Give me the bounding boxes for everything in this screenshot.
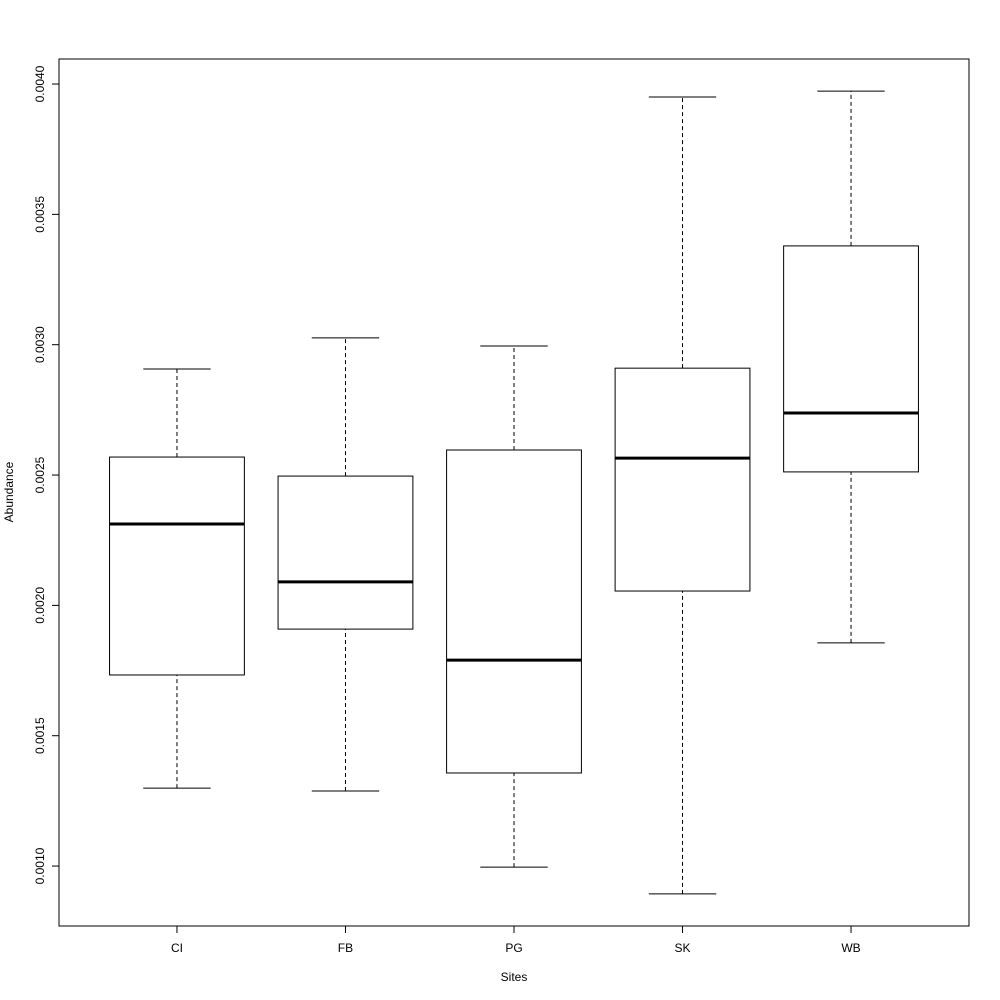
y-tick-label: 0.0035	[33, 196, 47, 233]
box	[614, 367, 751, 592]
x-tick-label: SK	[675, 941, 691, 955]
y-axis-label: Abundance	[2, 461, 16, 522]
x-tick-label: FB	[338, 941, 353, 955]
x-tick-label: CI	[171, 941, 183, 955]
y-tick-label: 0.0010	[33, 847, 47, 884]
box	[446, 449, 582, 774]
y-tick-label: 0.0015	[33, 717, 47, 754]
y-tick-label: 0.0020	[33, 587, 47, 624]
box	[783, 245, 919, 473]
x-tick-label: PG	[505, 941, 522, 955]
y-tick-label: 0.0030	[33, 326, 47, 363]
box	[109, 456, 245, 676]
x-tick-label: WB	[841, 941, 860, 955]
x-axis-label: Sites	[501, 970, 528, 984]
y-tick-label: 0.0040	[33, 65, 47, 102]
box	[277, 475, 414, 630]
y-tick-label: 0.0025	[33, 456, 47, 493]
